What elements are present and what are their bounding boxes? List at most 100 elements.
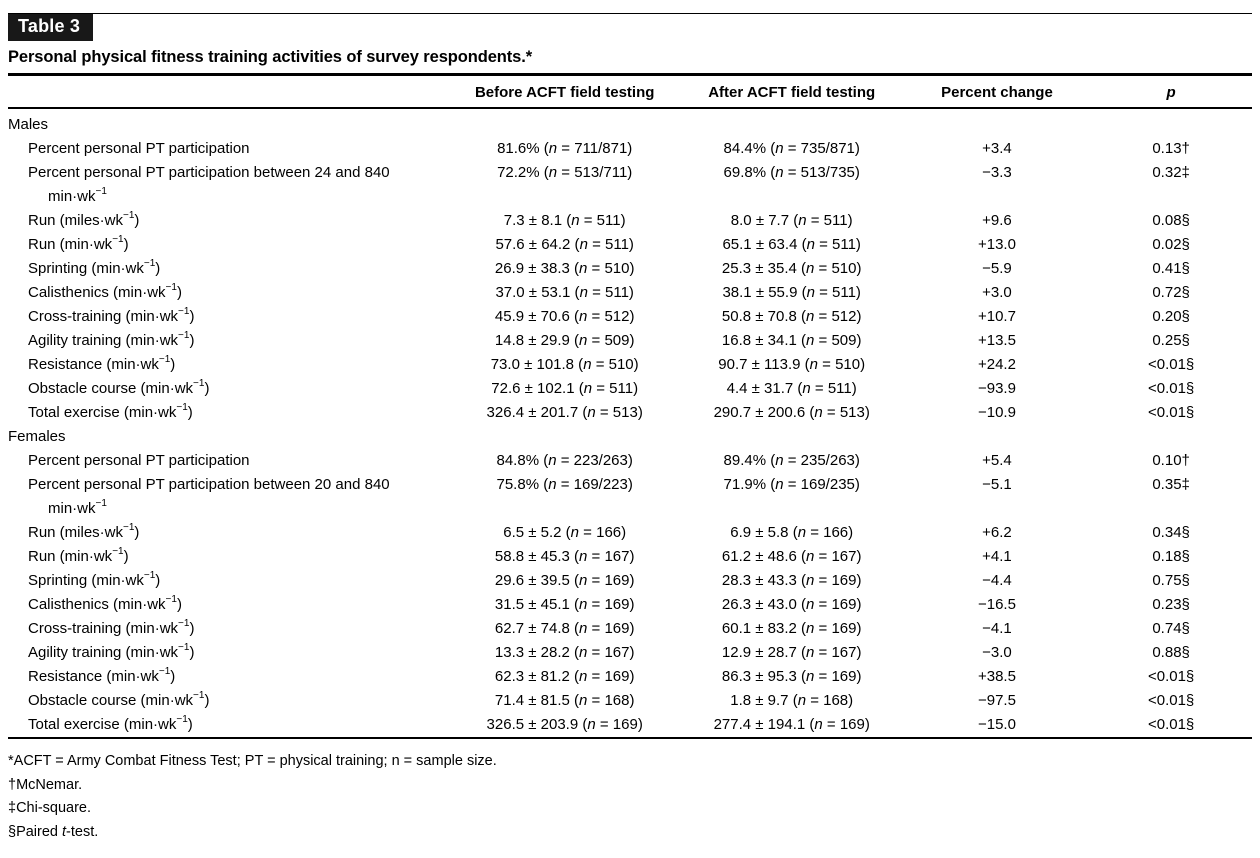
percent-change-value: +10.7 [977,308,1016,325]
row-label: Percent personal PT participation betwee… [28,164,390,205]
row-label: Percent personal PT participation [28,452,250,469]
p-value: <0.01§ [1147,668,1195,685]
table-row: Percent personal PT participation 81.6% (… [8,137,1252,161]
after-value: 69.8% (n = 513/735) [723,164,860,181]
percent-change-value: −3.0 [982,644,1012,661]
row-label: Agility training (min·wk−1) [28,642,195,662]
after-value: 290.7 ± 200.6 (n = 513) [713,404,870,421]
percent-change-value: −5.1 [982,476,1012,493]
after-value: 26.3 ± 43.0 (n = 169) [721,596,862,613]
after-value: 6.9 ± 5.8 (n = 166) [730,524,854,541]
before-value: 73.0 ± 101.8 (n = 510) [490,356,639,373]
footnotes: *ACFT = Army Combat Fitness Test; PT = p… [8,750,1252,844]
p-value: <0.01§ [1147,380,1195,397]
row-label: Total exercise (min·wk−1) [28,402,193,422]
table-3: Before ACFT field testing After ACFT fie… [8,76,1252,739]
table-row: Percent personal PT participation 84.8% (… [8,449,1252,473]
p-value: 0.32‡ [1152,164,1190,181]
p-value: 0.18§ [1152,548,1190,565]
after-value: 90.7 ± 113.9 (n = 510) [718,356,866,373]
before-value: 84.8% (n = 223/263) [496,452,633,469]
table-row: Calisthenics (min·wk−1) 37.0 ± 53.1 (n = … [8,281,1252,305]
row-label: Agility training (min·wk−1) [28,330,195,350]
percent-change-value: −15.0 [977,716,1016,733]
row-label: Run (miles·wk−1) [28,522,140,542]
top-rule [8,13,1252,14]
table-row: Agility training (min·wk−1) 14.8 ± 29.9 (… [8,329,1252,353]
before-value: 81.6% (n = 711/871) [497,140,633,157]
percent-change-value: −16.5 [977,596,1016,613]
row-label: Obstacle course (min·wk−1) [28,690,210,710]
p-value: 0.25§ [1152,332,1190,349]
after-value: 8.0 ± 7.7 (n = 511) [730,212,853,229]
before-value: 14.8 ± 29.9 (n = 509) [494,332,635,349]
p-value: 0.72§ [1152,284,1190,301]
percent-change-value: +3.4 [982,140,1012,157]
col-header-after: After ACFT field testing [679,76,904,109]
table-row: Obstacle course (min·wk−1) 71.4 ± 81.5 (n… [8,689,1252,713]
after-value: 86.3 ± 95.3 (n = 169) [721,668,862,685]
table-row: Run (min·wk−1) 58.8 ± 45.3 (n = 167) 61.2 … [8,545,1252,569]
col-header-rowlabel [8,76,450,109]
footnote-paired-t-test: §Paired t-test. [8,823,99,840]
before-value: 75.8% (n = 169/223) [496,476,633,493]
percent-change-value: −10.9 [977,404,1016,421]
table-title: Personal physical fitness training activ… [8,48,533,66]
table-row: Total exercise (min·wk−1) 326.5 ± 203.9 (… [8,713,1252,738]
row-label: Run (miles·wk−1) [28,210,140,230]
row-label: Percent personal PT participation betwee… [28,476,390,517]
after-value: 28.3 ± 43.3 (n = 169) [721,572,862,589]
percent-change-value: +9.6 [982,212,1012,229]
before-value: 6.5 ± 5.2 (n = 166) [503,524,627,541]
before-value: 72.6 ± 102.1 (n = 511) [491,380,639,397]
after-value: 61.2 ± 48.6 (n = 167) [721,548,862,565]
table-row: Cross-training (min·wk−1) 62.7 ± 74.8 (n … [8,617,1252,641]
table-row: Calisthenics (min·wk−1) 31.5 ± 45.1 (n = … [8,593,1252,617]
row-label: Total exercise (min·wk−1) [28,714,193,734]
percent-change-value: +24.2 [977,356,1016,373]
table-body: Males Percent personal PT participation 81… [8,108,1252,738]
p-value: 0.35‡ [1152,476,1190,493]
after-value: 4.4 ± 31.7 (n = 511) [726,380,857,397]
before-value: 26.9 ± 38.3 (n = 510) [494,260,635,277]
percent-change-value: −97.5 [977,692,1016,709]
before-value: 7.3 ± 8.1 (n = 511) [503,212,626,229]
row-label: Obstacle course (min·wk−1) [28,378,210,398]
before-value: 62.3 ± 81.2 (n = 169) [494,668,635,685]
before-value: 13.3 ± 28.2 (n = 167) [494,644,635,661]
after-value: 277.4 ± 194.1 (n = 169) [713,716,870,733]
table-row: Percent personal PT participation betwee… [8,473,1252,521]
row-label: Calisthenics (min·wk−1) [28,594,182,614]
table-row: Sprinting (min·wk−1) 26.9 ± 38.3 (n = 510… [8,257,1252,281]
section-header: Males [8,116,49,133]
table-row: Percent personal PT participation betwee… [8,161,1252,209]
title-rule [8,73,1252,76]
table-row: Run (miles·wk−1) 6.5 ± 5.2 (n = 166) 6.9 ±… [8,521,1252,545]
before-value: 326.4 ± 201.7 (n = 513) [486,404,643,421]
before-value: 62.7 ± 74.8 (n = 169) [494,620,635,637]
table-row: Resistance (min·wk−1) 73.0 ± 101.8 (n = 5… [8,353,1252,377]
table-tag: Table 3 [8,14,94,41]
before-value: 57.6 ± 64.2 (n = 511) [495,236,634,253]
section-row: Females [8,425,1252,449]
percent-change-value: +4.1 [982,548,1012,565]
percent-change-value: +5.4 [982,452,1012,469]
before-value: 29.6 ± 39.5 (n = 169) [494,572,635,589]
table-row: Resistance (min·wk−1) 62.3 ± 81.2 (n = 16… [8,665,1252,689]
footnote-mcnemar: †McNemar. [8,776,83,793]
percent-change-value: +3.0 [982,284,1012,301]
p-value: 0.74§ [1152,620,1190,637]
row-label: Run (min·wk−1) [28,546,129,566]
p-value: 0.75§ [1152,572,1190,589]
p-value: 0.02§ [1152,236,1190,253]
after-value: 65.1 ± 63.4 (n = 511) [722,236,861,253]
p-value: <0.01§ [1147,716,1195,733]
after-value: 38.1 ± 55.9 (n = 511) [722,284,861,301]
p-value: <0.01§ [1147,404,1195,421]
after-value: 84.4% (n = 735/871) [723,140,860,157]
percent-change-value: −93.9 [977,380,1016,397]
row-label: Resistance (min·wk−1) [28,666,176,686]
p-value: 0.88§ [1152,644,1190,661]
row-label: Sprinting (min·wk−1) [28,570,161,590]
row-label: Cross-training (min·wk−1) [28,618,195,638]
